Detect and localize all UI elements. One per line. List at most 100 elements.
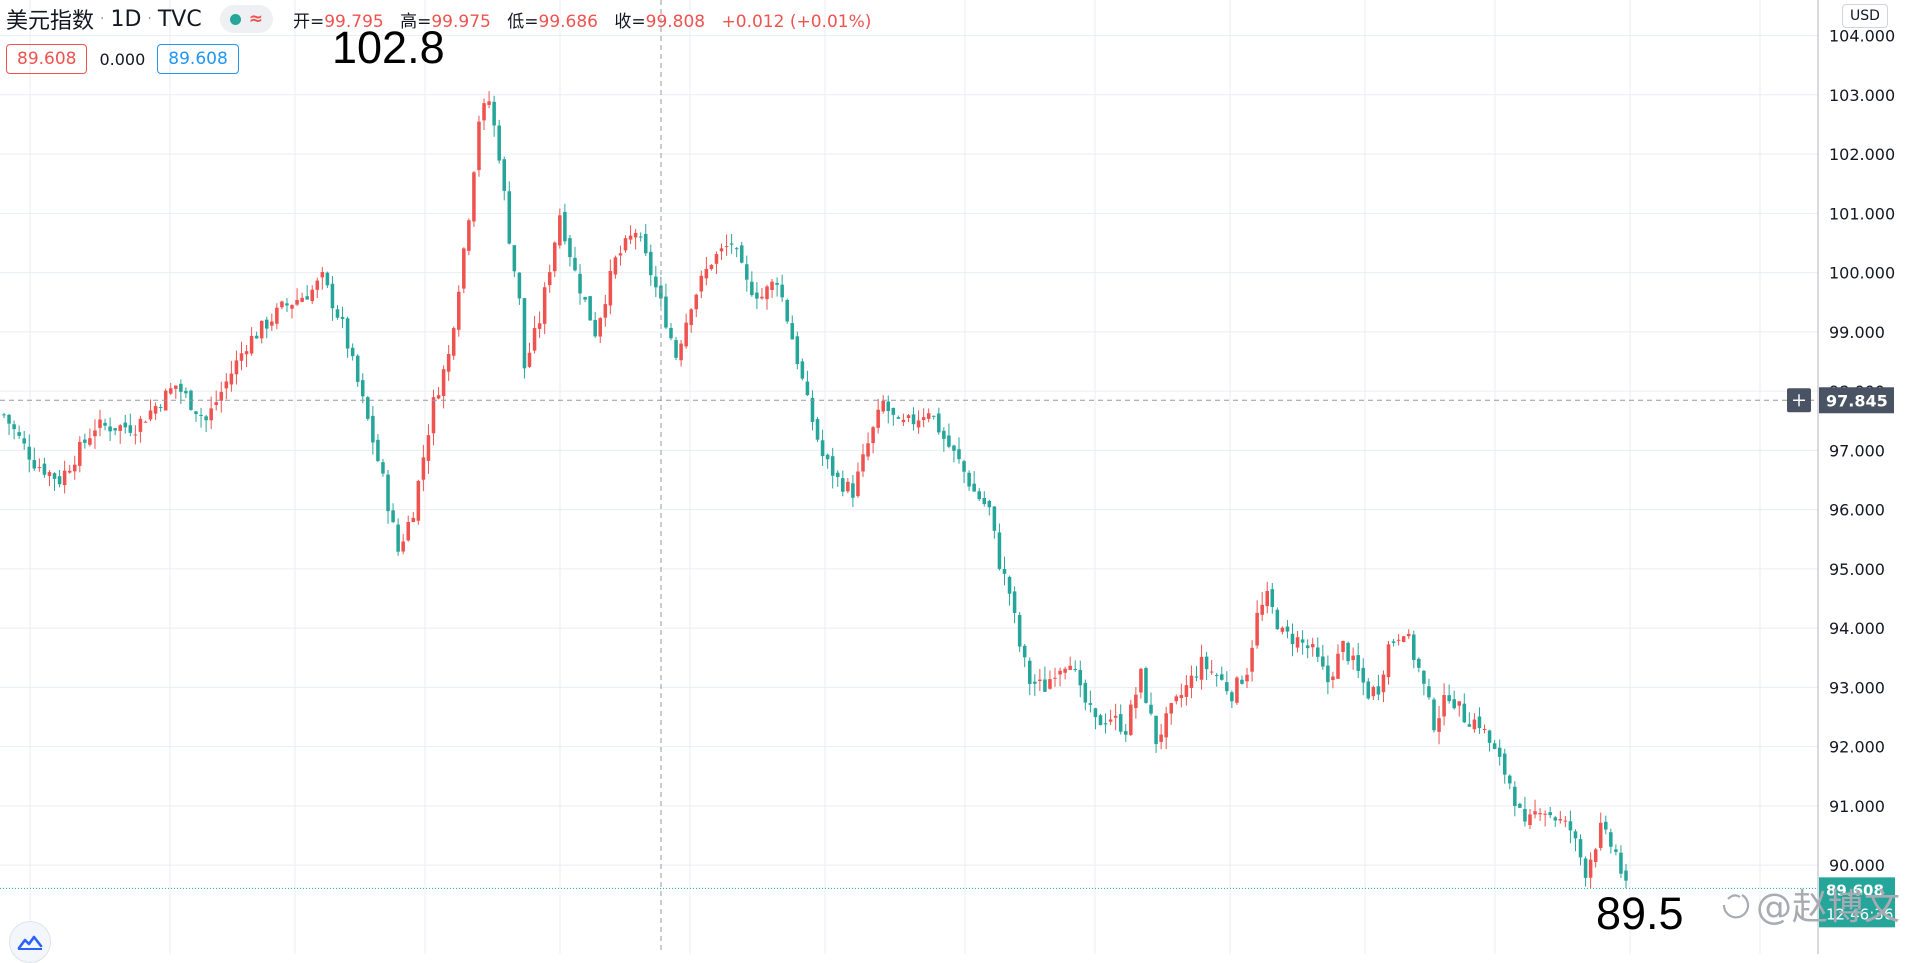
candle xyxy=(709,264,714,271)
candle-body xyxy=(825,454,830,460)
candle-body xyxy=(1598,822,1603,848)
candle-body xyxy=(856,471,860,497)
candle-body xyxy=(1139,668,1143,693)
candle xyxy=(1260,592,1264,621)
currency-button[interactable]: USD xyxy=(1842,4,1888,28)
candle-body xyxy=(1583,858,1588,878)
candle-body xyxy=(1118,714,1123,732)
candle-body xyxy=(1523,808,1527,822)
candle xyxy=(745,255,749,292)
y-tick-label: 103.000 xyxy=(1829,86,1895,105)
candle xyxy=(421,444,426,492)
candle xyxy=(1250,640,1254,682)
candle xyxy=(153,402,158,421)
candle xyxy=(1366,678,1371,700)
candle-body xyxy=(1573,831,1578,839)
candle-body xyxy=(168,388,173,394)
candle xyxy=(1209,659,1214,675)
symbol-name[interactable]: 美元指数 xyxy=(6,9,95,34)
high-value: 99.975 xyxy=(431,11,491,32)
candle-body xyxy=(952,445,956,451)
candle-body xyxy=(214,402,218,406)
green-dot-icon xyxy=(229,13,241,25)
candle xyxy=(158,404,163,412)
candle-body xyxy=(1593,849,1598,863)
candle xyxy=(148,399,153,422)
candle-body xyxy=(1351,655,1355,661)
candle-body xyxy=(275,307,279,324)
candle-body xyxy=(355,355,360,382)
candle xyxy=(825,453,830,469)
candle-body xyxy=(1113,715,1118,718)
candle-body xyxy=(431,397,436,434)
candle-body xyxy=(1068,665,1072,670)
plus-icon[interactable] xyxy=(1787,388,1811,413)
candle-body xyxy=(1371,687,1376,697)
candle xyxy=(1316,637,1320,663)
candle xyxy=(441,365,446,409)
candle-body xyxy=(1502,753,1507,775)
candle-body xyxy=(1199,656,1204,680)
separator-dot: · xyxy=(147,11,152,27)
candle xyxy=(1129,699,1133,737)
candle xyxy=(942,427,946,452)
candle-body xyxy=(967,472,971,487)
candle xyxy=(547,264,552,293)
candle-body xyxy=(694,294,699,310)
candle-body xyxy=(1326,665,1330,683)
candle-body xyxy=(396,524,400,552)
sell-price-box[interactable]: 89.608 xyxy=(6,44,88,74)
candle xyxy=(123,414,128,434)
candle-body xyxy=(1144,668,1148,703)
candle xyxy=(537,311,542,338)
candle-body xyxy=(1346,642,1350,662)
candle xyxy=(7,413,11,436)
candle-body xyxy=(360,380,365,397)
interval-label[interactable]: 1D xyxy=(110,6,142,32)
candle xyxy=(366,396,370,421)
buy-price-box[interactable]: 89.608 xyxy=(157,44,239,74)
candle xyxy=(1336,644,1340,680)
candle-body xyxy=(962,461,966,472)
candle-body xyxy=(714,254,719,264)
candle-body xyxy=(123,422,128,428)
status-pill[interactable]: ≈ xyxy=(219,5,273,33)
candle-body xyxy=(886,401,891,412)
candle xyxy=(270,313,274,331)
candle-body xyxy=(285,303,289,306)
candle-body xyxy=(643,234,648,254)
candle xyxy=(871,425,875,454)
candle xyxy=(168,383,173,396)
candle xyxy=(957,437,961,464)
candle xyxy=(937,407,941,435)
y-tick-label: 94.000 xyxy=(1829,619,1885,638)
candle xyxy=(780,274,784,302)
candle-body xyxy=(1017,614,1022,647)
candle-body xyxy=(911,414,916,425)
candle xyxy=(371,406,375,455)
candle xyxy=(1012,586,1017,624)
candle-body xyxy=(719,248,724,252)
candle-body xyxy=(1588,859,1593,878)
candle-body xyxy=(502,159,507,191)
candle-body xyxy=(88,438,92,445)
candle xyxy=(320,267,325,290)
candle xyxy=(249,327,254,356)
candle xyxy=(467,218,471,256)
candle-body xyxy=(835,472,840,478)
candle-body xyxy=(780,284,784,298)
candle-body xyxy=(977,491,981,500)
candle xyxy=(446,345,451,381)
candle-body xyxy=(750,281,754,296)
candle-body xyxy=(1614,849,1618,852)
candle-body xyxy=(830,456,835,476)
candle xyxy=(1538,808,1542,821)
candle-body xyxy=(406,521,411,541)
candle xyxy=(1305,639,1310,659)
y-tick-label: 97.000 xyxy=(1829,441,1885,460)
tradingview-cloud-icon[interactable] xyxy=(9,921,51,963)
candle-body xyxy=(931,415,936,417)
candle xyxy=(330,276,335,321)
candle-body xyxy=(113,428,117,431)
